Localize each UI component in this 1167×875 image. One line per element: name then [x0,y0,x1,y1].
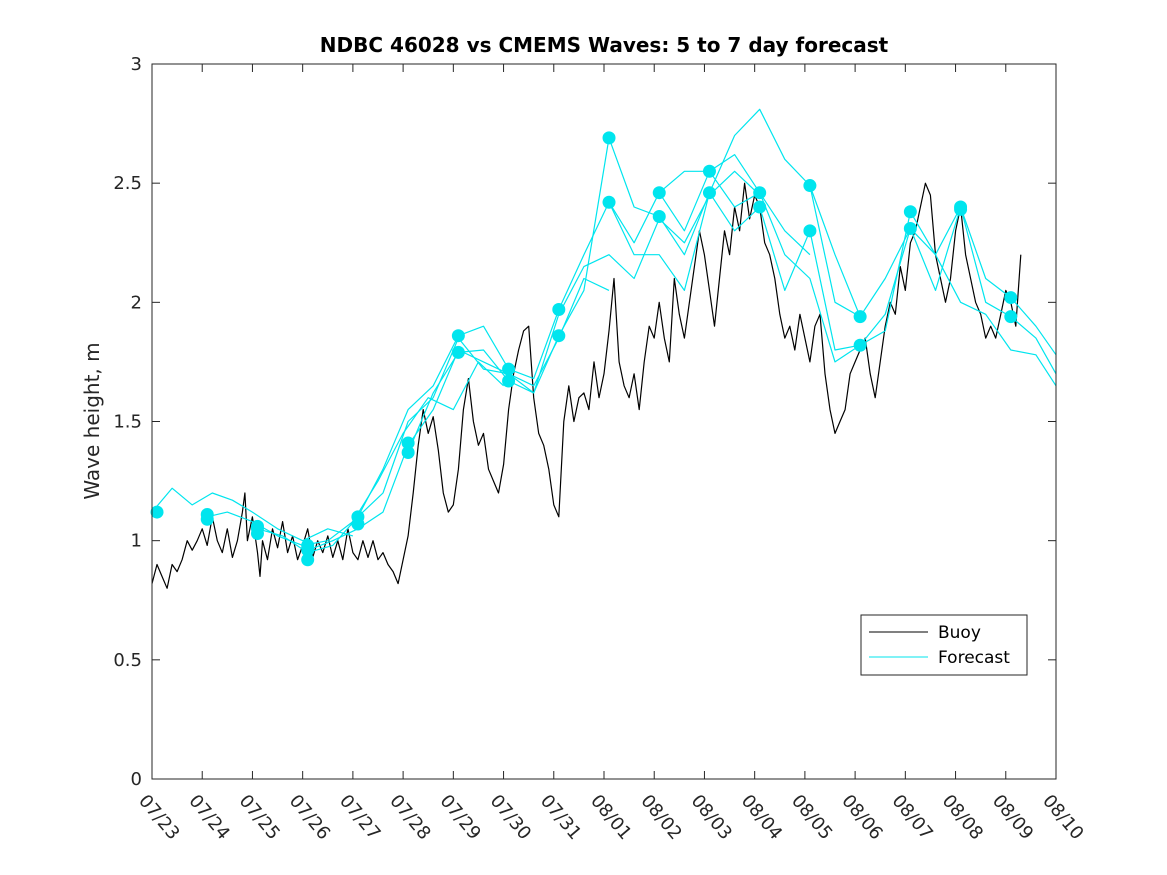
chart-title: NDBC 46028 vs CMEMS Waves: 5 to 7 day fo… [320,33,889,57]
legend-box [860,614,1028,676]
forecast-marker-24 [702,186,716,200]
forecast-marker-27 [803,179,817,193]
forecast-marker-21 [652,186,666,200]
y-tick-label-0: 0 [131,769,142,790]
forecast-marker-30 [853,338,867,352]
legend-label-buoy: Buoy [938,623,981,643]
forecast-series-line-7 [608,192,1057,375]
forecast-marker-18 [552,329,566,343]
forecast-marker-17 [552,302,566,316]
forecast-marker-26 [753,200,767,214]
forecast-marker-28 [803,224,817,238]
y-tick-label-4: 2 [131,292,142,313]
forecast-marker-15 [502,362,516,376]
y-tick-label-5: 2.5 [113,173,142,194]
forecast-marker-29 [853,310,867,324]
forecast-series-line-5 [357,154,811,518]
forecast-marker-23 [702,164,716,178]
y-axis-label: Wave height, m [80,342,104,499]
forecast-marker-10 [351,517,365,531]
y-tick-label-3: 1.5 [113,412,142,433]
forecast-marker-31 [903,205,917,219]
forecast-marker-25 [753,186,767,200]
forecast-marker-35 [1004,291,1018,305]
forecast-marker-11 [401,436,415,450]
forecast-series-line-1 [151,487,354,542]
legend-label-forecast: Forecast [938,648,1010,668]
forecast-marker-7 [301,543,315,557]
forecast-marker-5 [250,522,264,536]
legend: Buoy Forecast [860,614,1028,676]
forecast-marker-13 [451,329,465,343]
forecast-marker-20 [602,195,616,209]
y-tick-label-2: 1 [131,531,142,552]
plot-area [150,108,1057,589]
forecast-marker-8 [301,553,315,567]
forecast-series-line-9 [809,185,1057,387]
forecast-marker-16 [502,374,516,388]
forecast-marker-32 [903,221,917,235]
forecast-marker-22 [652,210,666,224]
forecast-marker-36 [1004,310,1018,324]
forecast-marker-12 [401,445,415,459]
forecast-marker-34 [954,202,968,216]
forecast-series-line-6 [407,108,861,453]
forecast-marker-19 [602,131,616,145]
forecast-marker-0 [150,505,164,519]
y-tick-label-6: 3 [131,54,142,75]
forecast-marker-14 [451,345,465,359]
forecast-marker-2 [200,512,214,526]
buoy-series-line [151,182,1022,589]
y-tick-label-1: 0.5 [113,650,142,671]
